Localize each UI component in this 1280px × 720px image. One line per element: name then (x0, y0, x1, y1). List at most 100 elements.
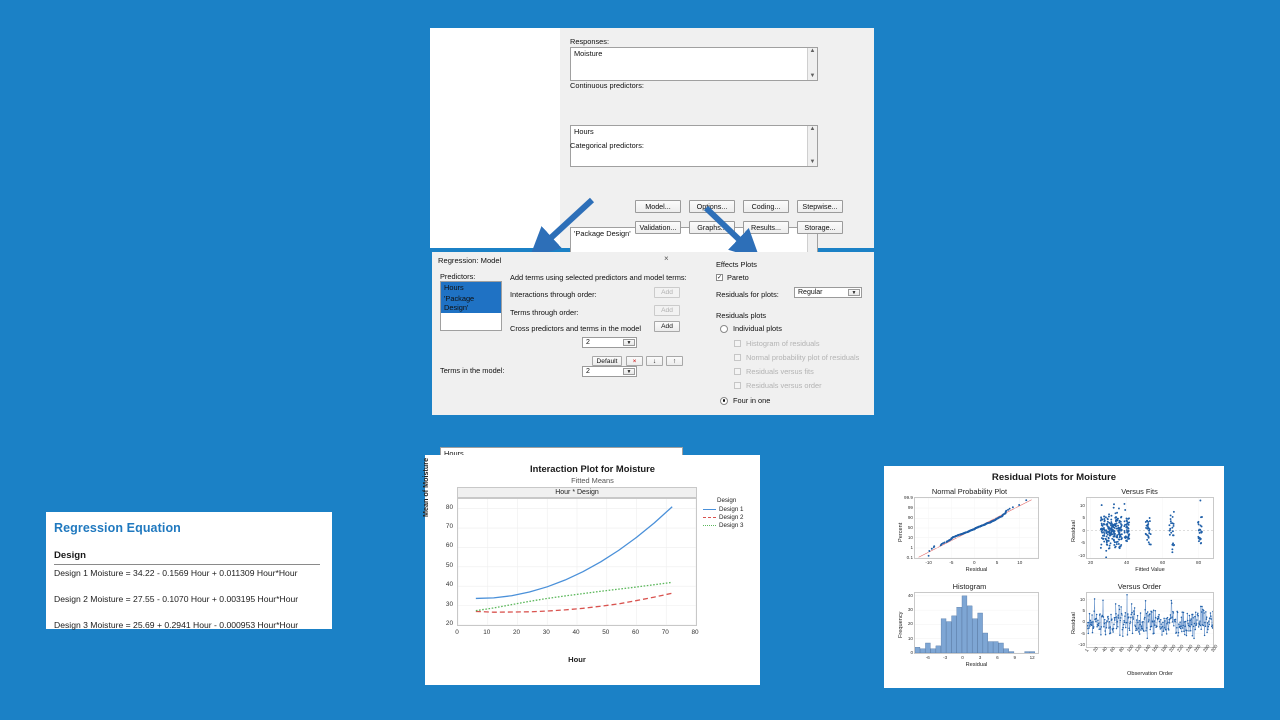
continuous-predictors-listbox[interactable]: Hours ▲ ▼ (570, 125, 818, 167)
scroll-down-icon[interactable]: ▼ (809, 73, 816, 79)
y-tick-label: 0 (910, 650, 913, 655)
stepwise-button[interactable]: Stepwise... (797, 200, 843, 213)
y-tick-label: 60 (445, 542, 453, 550)
y-tick-label: 90 (907, 515, 913, 521)
term-item[interactable]: Hours (444, 449, 464, 458)
equation-design-2: Design 2 Moisture = 27.55 - 0.1070 Hour … (54, 594, 299, 604)
histogram-of-residuals-row[interactable]: Histogram of residuals (734, 339, 820, 348)
interactions-order-select[interactable]: 2 ▼ (582, 337, 637, 348)
hist-svg (914, 595, 1038, 654)
equation-design-1: Design 1 Moisture = 34.22 - 0.1569 Hour … (54, 568, 298, 578)
move-down-button[interactable]: ↓ (646, 356, 663, 366)
responses-item[interactable]: Moisture (574, 49, 603, 58)
categorical-predictors-label: Categorical predictors: (570, 141, 644, 150)
radio-unselected-icon[interactable] (720, 324, 728, 333)
residuals-for-plots-select[interactable]: Regular ▼ (794, 287, 862, 298)
npp-xlabel: Residual (965, 567, 988, 573)
legend-label: Design 2 (719, 513, 744, 521)
interaction-plot-ylabel: Mean of Moisture (421, 457, 430, 517)
hist-title: Histogram (952, 582, 987, 591)
interaction-plot-panel: Interaction Plot for Moisture Fitted Mea… (421, 455, 760, 685)
default-button[interactable]: Default (592, 356, 622, 366)
scroll-down-icon[interactable]: ▼ (809, 159, 816, 165)
continuous-scrollbar[interactable]: ▲ ▼ (807, 126, 817, 166)
terms-order-value: 2 (586, 368, 590, 375)
legend-item: Design 2 (703, 513, 757, 521)
x-tick-label: 0 (961, 655, 964, 660)
y-tick-label: 40 (907, 592, 913, 598)
y-tick-label: 80 (445, 503, 453, 511)
radio-selected-icon[interactable] (720, 396, 728, 405)
regression-equation-card: Regression Equation Design Design 1 Mois… (42, 512, 332, 630)
minitab-regression-dialog: Responses: Moisture ▲ ▼ Continuous predi… (430, 28, 874, 269)
checkbox-checked-icon[interactable]: ✓ (716, 274, 723, 281)
legend-line-swatch (703, 524, 716, 526)
x-tick-label: 20 (1088, 560, 1094, 565)
model-button[interactable]: Model... (635, 200, 681, 213)
x-tick-label: 3 (978, 655, 982, 660)
checkbox-icon[interactable] (734, 368, 741, 375)
terms-order-select[interactable]: 2 ▼ (582, 366, 637, 377)
predictors-listbox[interactable]: Hours 'Package Design' (440, 281, 502, 331)
categorical-predictors-item[interactable]: 'Package Design' (574, 229, 631, 238)
storage-button[interactable]: Storage... (797, 221, 843, 234)
scroll-up-icon[interactable]: ▲ (809, 126, 816, 132)
residuals-versus-order-row[interactable]: Residuals versus order (734, 381, 822, 390)
hist-xlabel: Residual (965, 662, 988, 668)
predictor-item[interactable]: 'Package Design' (441, 293, 501, 313)
coding-button[interactable]: Coding... (743, 200, 789, 213)
y-tick-label: 20 (445, 620, 453, 627)
graphs-button[interactable]: Graphs... (689, 221, 735, 234)
checkbox-icon[interactable] (734, 354, 741, 361)
predictor-item[interactable]: Hours (441, 282, 501, 293)
terms-through-order-label: Terms through order: (510, 308, 579, 317)
equation-design-3: Design 3 Moisture = 25.69 + 0.2941 Hour … (54, 620, 299, 630)
npp-title: Normal Probability Plot (931, 487, 1008, 496)
chevron-down-icon[interactable]: ▼ (623, 368, 635, 375)
interaction-plot-title: Interaction Plot for Moisture (529, 463, 655, 474)
legend-rows: Design 1 Design 2 Design 3 (703, 505, 757, 529)
add-cross-button[interactable]: Add (654, 321, 680, 332)
pareto-checkbox-row[interactable]: ✓ Pareto (716, 273, 749, 282)
terms-in-model-label: Terms in the model: (440, 366, 505, 375)
validation-button[interactable]: Validation... (635, 221, 681, 234)
move-up-button[interactable]: ↑ (666, 356, 683, 366)
options-button[interactable]: Options... (689, 200, 735, 213)
x-tick-label: 0 (455, 629, 459, 636)
predictors-label: Predictors: (440, 272, 476, 281)
x-tick-label: -6 (925, 655, 930, 660)
y-tick-label: 1 (910, 544, 913, 550)
continuous-predictors-item[interactable]: Hours (574, 127, 594, 136)
four-in-one-radio-row[interactable]: Four in one (720, 396, 770, 405)
close-icon[interactable]: × (664, 254, 669, 263)
y-tick-label: 0 (1082, 619, 1085, 625)
legend-item: Design 1 (703, 505, 757, 513)
vorder-xlabel: Observation Order (1126, 671, 1173, 677)
residuals-versus-fits-row[interactable]: Residuals versus fits (734, 367, 814, 376)
y-tick-label: -5 (1080, 540, 1085, 545)
add-terms-button[interactable]: Add (654, 305, 680, 316)
checkbox-icon[interactable] (734, 382, 741, 389)
delete-term-button[interactable]: × (626, 356, 643, 366)
chevron-down-icon[interactable]: ▼ (623, 339, 635, 346)
residuals-versus-order-label: Residuals versus order (746, 381, 822, 390)
legend-item: Design 3 (703, 521, 757, 529)
dialog-body: Responses: Moisture ▲ ▼ Continuous predi… (560, 28, 874, 269)
individual-plots-radio-row[interactable]: Individual plots (720, 324, 782, 333)
responses-listbox[interactable]: Moisture ▲ ▼ (570, 47, 818, 81)
x-tick-label: 80 (1117, 645, 1125, 653)
checkbox-icon[interactable] (734, 340, 741, 347)
scroll-up-icon[interactable]: ▲ (809, 48, 816, 54)
responses-scrollbar[interactable]: ▲ ▼ (807, 48, 817, 80)
add-interactions-button[interactable]: Add (654, 287, 680, 298)
results-button[interactable]: Results... (743, 221, 789, 234)
vfits-frame (1086, 497, 1214, 559)
interaction-plot-legend: Design Design 1 Design 2 Design 3 (703, 497, 757, 529)
x-tick-label: -10 (925, 560, 932, 565)
interaction-plot-xlabel: Hour (568, 655, 586, 664)
chevron-down-icon[interactable]: ▼ (848, 289, 860, 296)
normal-probability-plot-row[interactable]: Normal probability plot of residuals (734, 353, 859, 362)
effects-plots-panel: Effects Plots ✓ Pareto Residuals for plo… (706, 252, 874, 415)
histogram-of-residuals-label: Histogram of residuals (746, 339, 820, 348)
x-tick-label: 9 (1013, 655, 1017, 660)
